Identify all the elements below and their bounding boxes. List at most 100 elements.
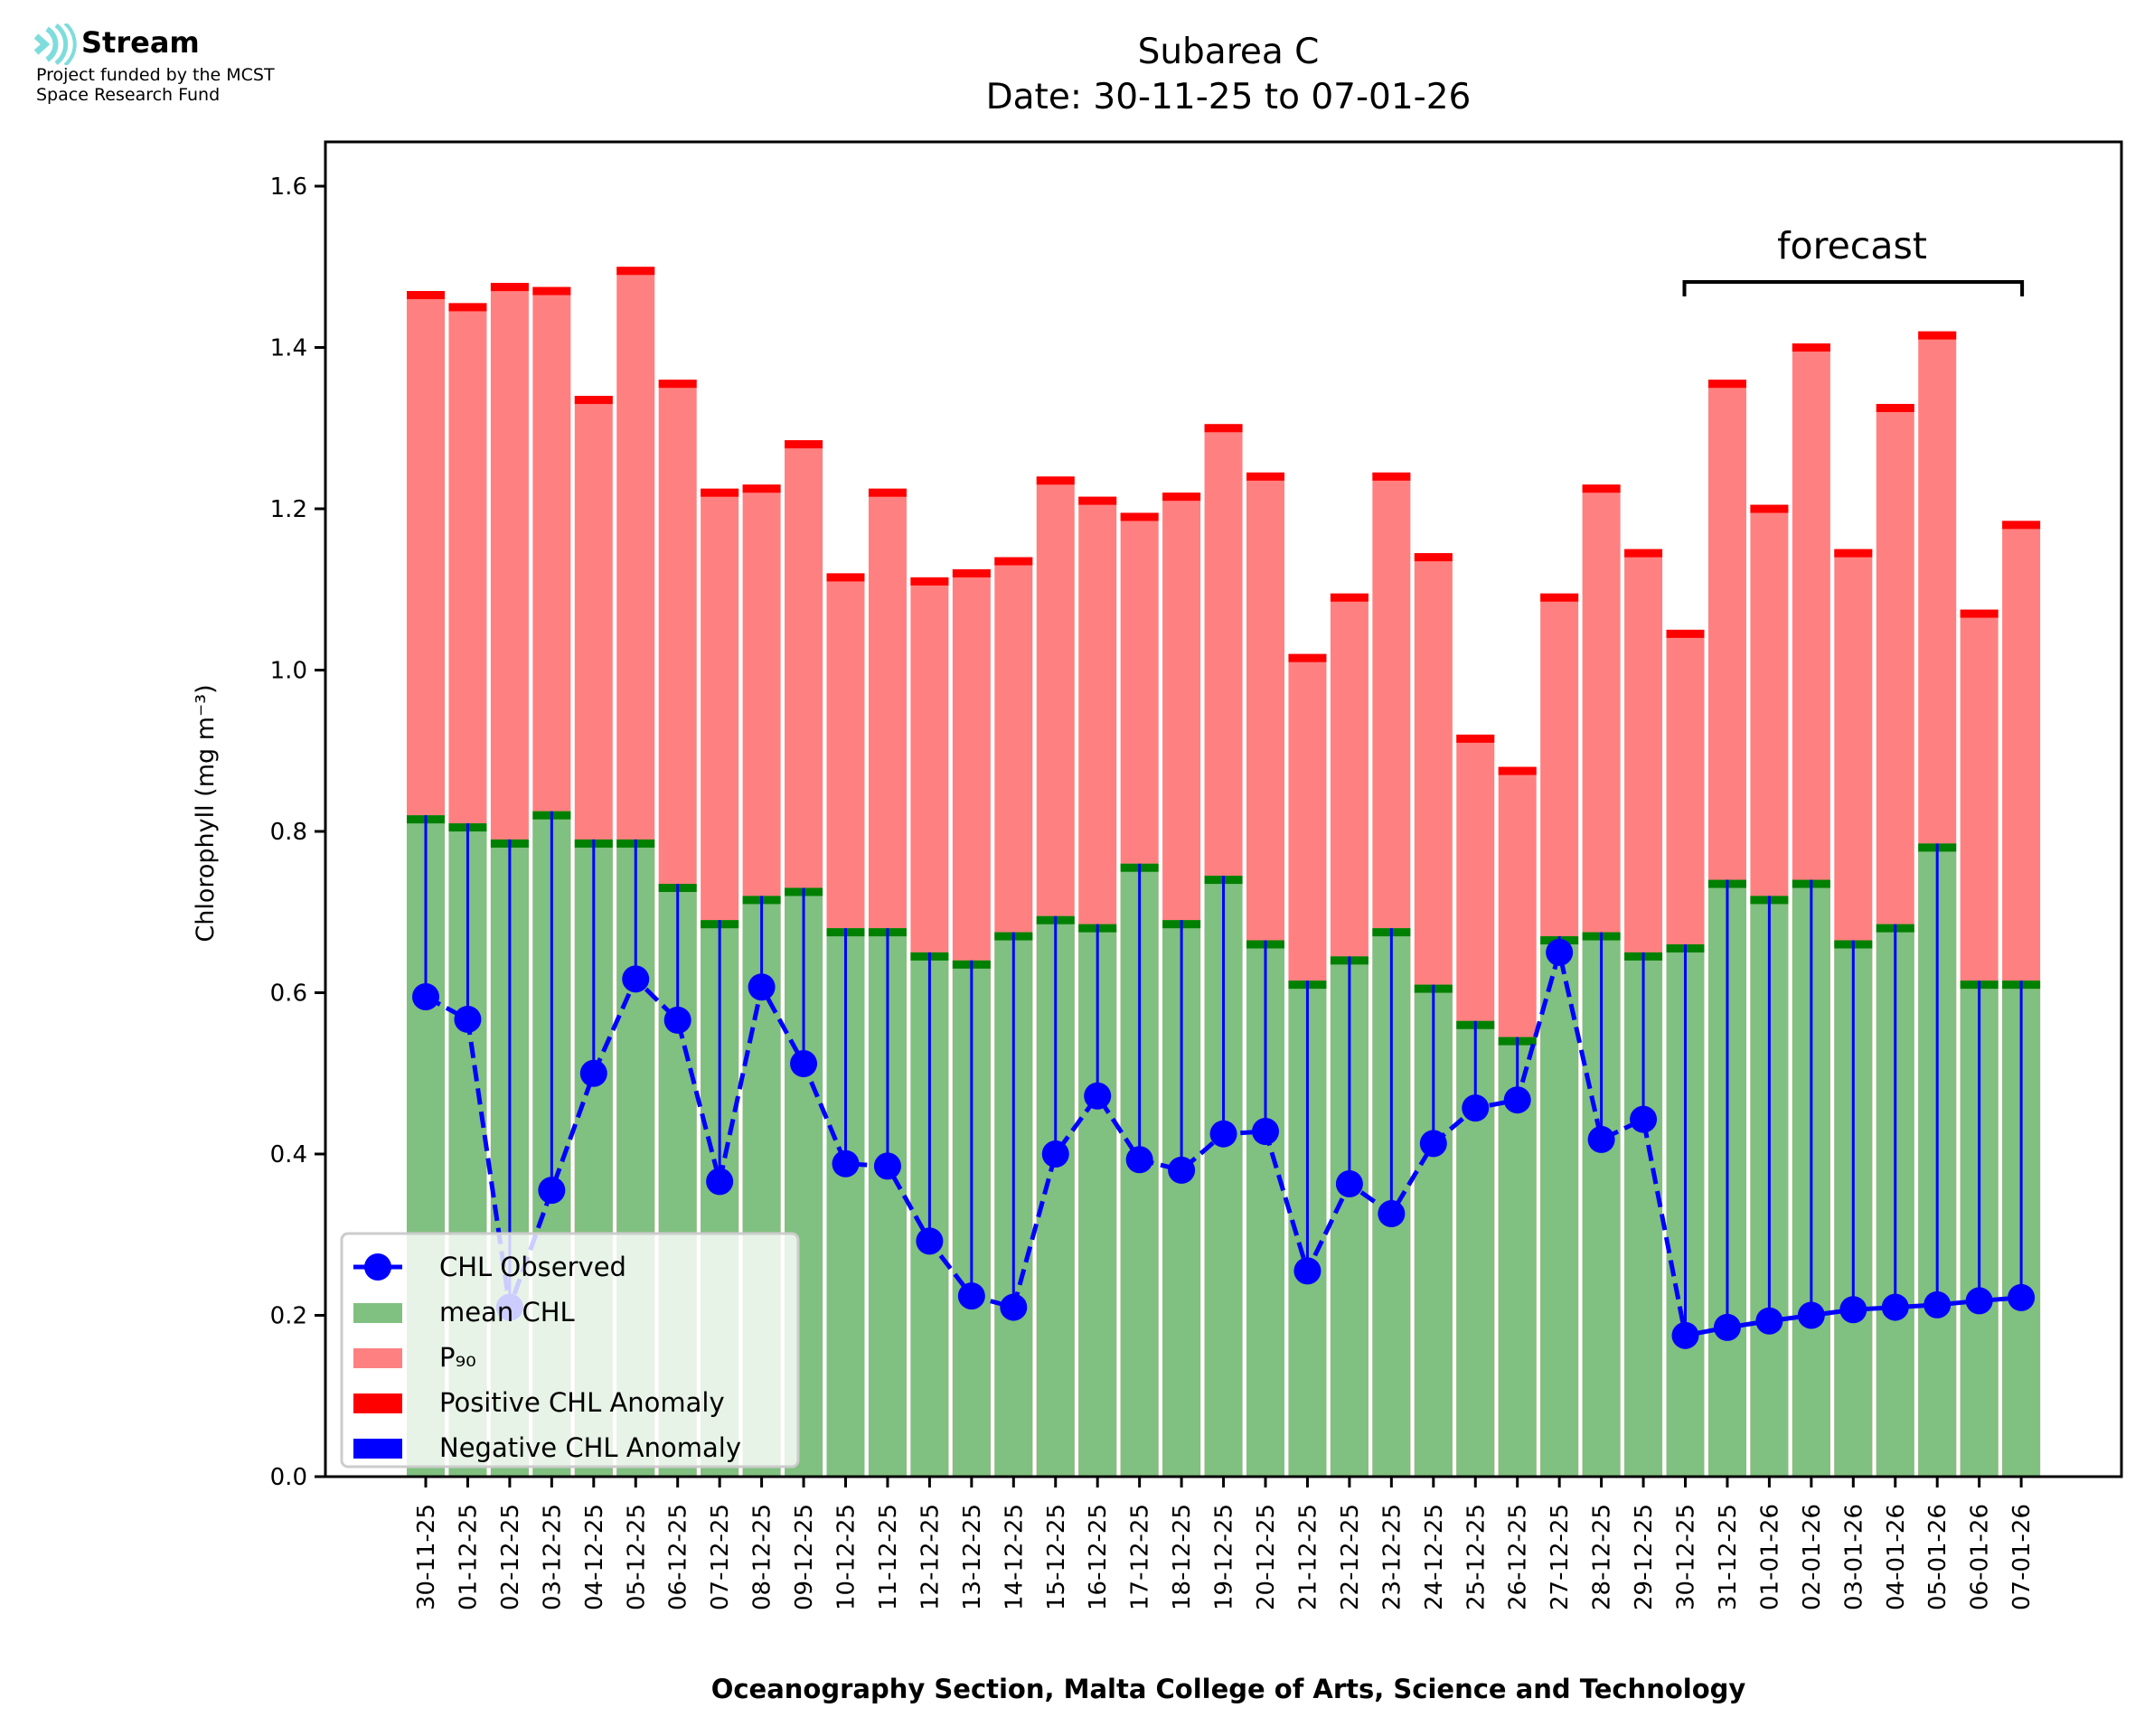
- legend-label: Negative CHL Anomaly: [439, 1432, 741, 1463]
- positive-anomaly-cap: [994, 557, 1033, 566]
- positive-anomaly-cap: [1750, 504, 1789, 513]
- positive-anomaly-cap: [532, 286, 571, 296]
- observed-point: [454, 1005, 482, 1033]
- x-tick-label: 19-12-25: [1211, 1504, 1238, 1610]
- x-tick-label: 05-12-25: [623, 1504, 650, 1610]
- positive-anomaly-cap: [910, 577, 949, 586]
- observed-line-layer: [412, 938, 2036, 1349]
- positive-anomaly-cap: [2002, 521, 2041, 530]
- x-tick-label: 25-12-25: [1463, 1504, 1490, 1610]
- positive-anomaly-cap: [1918, 331, 1957, 340]
- observed-point: [2008, 1283, 2036, 1311]
- y-tick-label: 1.6: [270, 174, 307, 201]
- observed-point: [1924, 1290, 1952, 1318]
- x-tick-label: 30-12-25: [1673, 1504, 1700, 1610]
- positive-anomaly-cap: [785, 440, 823, 449]
- stream-waves-icon: [34, 23, 78, 65]
- x-tick-label: 21-12-25: [1294, 1504, 1322, 1610]
- logo-subtitle: Project funded by the MCST Space Researc…: [36, 65, 275, 105]
- observed-point: [1713, 1313, 1741, 1341]
- logo-line-1: Project funded by the MCST: [36, 65, 275, 85]
- y-tick-label: 0.2: [270, 1303, 307, 1330]
- observed-point: [1168, 1156, 1196, 1184]
- x-tick-label: 01-01-26: [1756, 1504, 1783, 1610]
- observed-point: [873, 1152, 901, 1180]
- positive-anomaly-cap: [1498, 766, 1537, 775]
- x-tick-label: 28-12-25: [1589, 1504, 1616, 1610]
- x-tick-label: 04-01-26: [1883, 1504, 1910, 1610]
- y-tick-label: 0.4: [270, 1141, 307, 1168]
- x-tick-label: 11-12-25: [875, 1504, 902, 1610]
- legend-label: CHL Observed: [439, 1252, 626, 1282]
- positive-anomaly-cap: [1036, 476, 1075, 485]
- positive-anomaly-cap: [1666, 629, 1705, 638]
- positive-anomaly-cap: [1624, 549, 1663, 558]
- positive-anomaly-cap: [826, 573, 865, 582]
- positive-anomaly-cap: [1582, 484, 1621, 493]
- forecast-annotation: forecast: [1682, 224, 2025, 296]
- y-tick-label: 1.0: [270, 658, 307, 685]
- chart-title: Subarea C: [1138, 32, 1320, 72]
- positive-anomaly-cap: [742, 484, 781, 493]
- observed-point: [1125, 1146, 1153, 1174]
- forecast-bracket: [1682, 280, 2025, 296]
- observed-point: [957, 1282, 985, 1310]
- positive-anomaly-cap: [1960, 609, 1999, 618]
- observed-point: [1378, 1200, 1406, 1228]
- positive-anomaly-cap: [1792, 343, 1830, 352]
- positive-anomaly-cap: [1414, 553, 1453, 562]
- x-tick-label: 02-01-26: [1799, 1504, 1826, 1610]
- positive-anomaly-cap: [490, 283, 529, 292]
- x-tick-label: 06-12-25: [665, 1504, 692, 1610]
- x-tick-label: 06-01-26: [1967, 1504, 1994, 1610]
- observed-point: [1209, 1120, 1237, 1148]
- x-tick-label: 04-12-25: [581, 1504, 608, 1610]
- y-tick-label: 0.0: [270, 1464, 307, 1491]
- legend-label: mean CHL: [439, 1297, 575, 1328]
- y-tick-label: 1.4: [270, 335, 307, 362]
- observed-point: [412, 982, 439, 1010]
- x-tick-label: 17-12-25: [1127, 1504, 1154, 1610]
- positive-anomaly-cap: [574, 396, 613, 405]
- observed-point: [663, 1006, 691, 1034]
- observed-point: [1587, 1125, 1615, 1153]
- x-tick-label: 31-12-25: [1715, 1504, 1742, 1610]
- x-tick-label: 03-12-25: [539, 1504, 566, 1610]
- positive-anomaly-cap: [1876, 403, 1914, 412]
- y-axis-label: Chlorophyll (mg m⁻³): [192, 684, 220, 942]
- positive-anomaly-cap: [1540, 593, 1579, 602]
- x-tick-label: 27-12-25: [1547, 1504, 1574, 1610]
- observed-point: [1839, 1296, 1867, 1324]
- observed-point: [579, 1059, 607, 1087]
- observed-point: [1755, 1307, 1783, 1335]
- x-tick-label: 18-12-25: [1169, 1504, 1196, 1610]
- x-axis-label: Oceanography Section, Malta College of A…: [711, 1674, 1746, 1704]
- positive-anomaly-cap: [952, 568, 991, 577]
- observed-point: [1630, 1105, 1658, 1133]
- observed-point: [1546, 938, 1574, 966]
- legend-box: [340, 1232, 800, 1469]
- observed-point: [1000, 1293, 1028, 1321]
- observed-point: [622, 965, 650, 993]
- observed-point: [790, 1050, 818, 1078]
- positive-anomaly-cap: [1372, 472, 1411, 481]
- x-tick-label: 29-12-25: [1631, 1504, 1658, 1610]
- positive-anomaly-cap: [616, 267, 655, 276]
- legend-label: Positive CHL Anomaly: [439, 1387, 725, 1418]
- y-tick-label: 0.8: [270, 819, 307, 846]
- x-tick-label: 14-12-25: [1001, 1504, 1028, 1610]
- positive-anomaly-cap: [1246, 472, 1284, 481]
- legend-marker-icon: [364, 1253, 391, 1281]
- x-tick-label: 15-12-25: [1043, 1504, 1070, 1610]
- observed-point: [1797, 1301, 1825, 1329]
- forecast-label: forecast: [1777, 224, 1927, 267]
- chart-subtitle: Date: 30-11-25 to 07-01-26: [986, 77, 1472, 117]
- observed-point: [1671, 1321, 1699, 1349]
- positive-anomaly-cap: [868, 488, 907, 497]
- observed-point: [1335, 1170, 1363, 1198]
- x-tick-label: 01-12-25: [455, 1504, 482, 1610]
- observed-point: [1965, 1287, 1993, 1315]
- observed-point: [706, 1168, 734, 1196]
- x-tick-label: 08-12-25: [749, 1504, 776, 1610]
